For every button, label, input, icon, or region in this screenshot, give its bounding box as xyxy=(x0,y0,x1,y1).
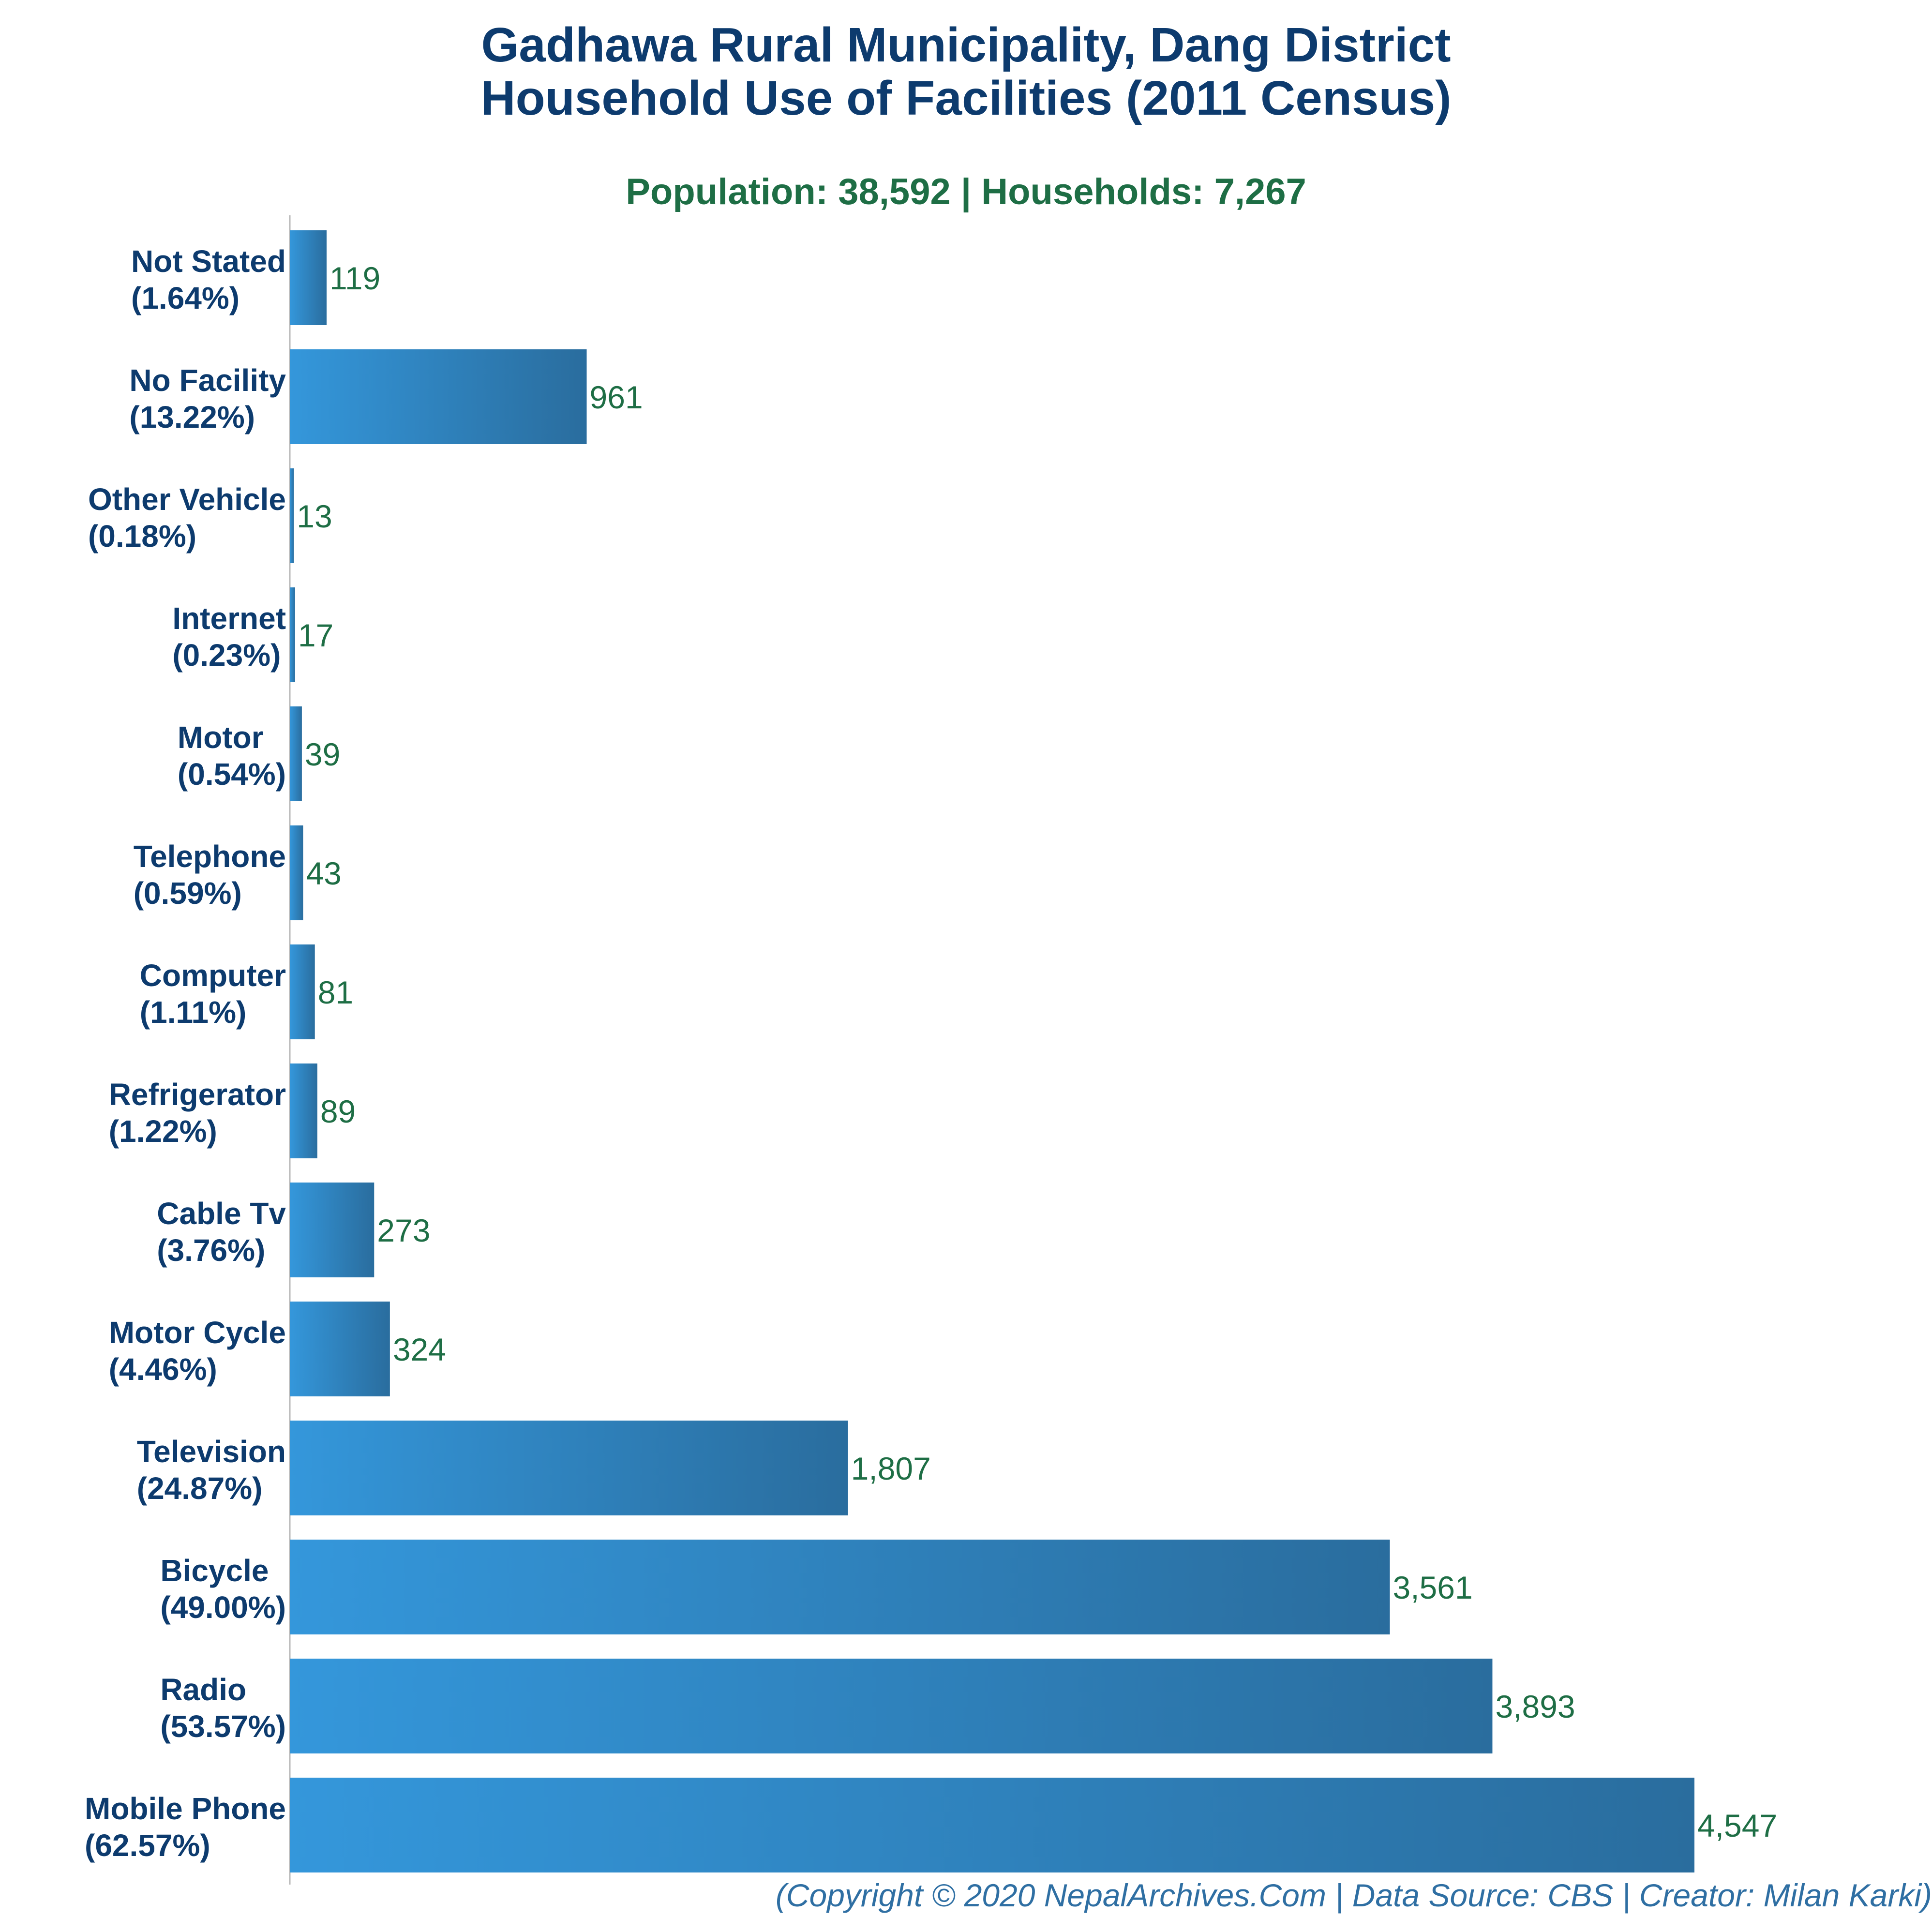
category-percent: (1.64%) xyxy=(131,281,240,315)
value-label-bicycle: 3,561 xyxy=(1393,1570,1472,1605)
category-label-television: Television (24.87%) xyxy=(137,1434,286,1506)
bar-bicycle xyxy=(290,1540,1390,1634)
category-label-computer: Computer (1.11%) xyxy=(140,958,286,1030)
value-label-television: 1,807 xyxy=(851,1451,931,1486)
bars xyxy=(290,230,1694,1872)
category-name: Cable Tv xyxy=(157,1196,286,1231)
category-name: Television xyxy=(137,1434,286,1469)
category-name: Radio xyxy=(160,1672,246,1707)
bar-motor-cycle xyxy=(290,1302,390,1396)
category-percent: (24.87%) xyxy=(137,1471,263,1506)
bar-motor xyxy=(290,706,302,801)
bar-other-vehicle xyxy=(290,468,294,563)
category-percent: (0.18%) xyxy=(88,519,196,554)
category-labels: Not Stated (1.64%) No Facility (13.22%) Othe… xyxy=(85,244,286,1863)
category-percent: (3.76%) xyxy=(157,1233,265,1268)
category-label-telephone: Telephone (0.59%) xyxy=(134,839,286,911)
category-label-no-facility: No Facility (13.22%) xyxy=(129,363,286,434)
chart-title-line-1: Gadhawa Rural Municipality, Dang Distric… xyxy=(481,18,1451,72)
category-name: Internet xyxy=(172,601,286,636)
category-percent: (13.22%) xyxy=(129,400,255,434)
bar-no-facility xyxy=(290,349,587,444)
category-percent: (53.57%) xyxy=(160,1709,286,1744)
bar-computer xyxy=(290,944,315,1039)
bar-radio xyxy=(290,1659,1493,1753)
bar-not-stated xyxy=(290,230,327,325)
category-name: Computer xyxy=(140,958,286,993)
chart-subtitle: Population: 38,592 | Households: 7,267 xyxy=(626,171,1306,212)
category-name: Mobile Phone xyxy=(85,1791,286,1826)
category-label-motor-cycle: Motor Cycle (4.46%) xyxy=(109,1315,286,1387)
value-label-internet: 17 xyxy=(298,617,333,653)
category-label-not-stated: Not Stated (1.64%) xyxy=(131,244,286,315)
bar-internet xyxy=(290,587,295,682)
category-label-radio: Radio (53.57%) xyxy=(160,1672,286,1744)
category-name: No Facility xyxy=(129,363,286,398)
bar-refrigerator xyxy=(290,1063,317,1158)
category-percent: (49.00%) xyxy=(160,1590,286,1625)
bar-mobile-phone xyxy=(290,1778,1694,1872)
category-percent: (0.59%) xyxy=(134,876,242,911)
category-label-refrigerator: Refrigerator (1.22%) xyxy=(109,1077,286,1149)
value-label-not-stated: 119 xyxy=(329,260,380,296)
category-percent: (62.57%) xyxy=(85,1828,210,1863)
category-label-internet: Internet (0.23%) xyxy=(172,601,286,673)
value-label-telephone: 43 xyxy=(306,855,341,891)
bar-cable-tv xyxy=(290,1183,374,1277)
category-label-bicycle: Bicycle (49.00%) xyxy=(160,1553,286,1625)
category-label-motor: Motor (0.54%) xyxy=(178,720,286,792)
category-name: Bicycle xyxy=(160,1553,269,1588)
value-label-other-vehicle: 13 xyxy=(297,498,332,534)
category-percent: (1.11%) xyxy=(140,995,247,1030)
category-percent: (0.54%) xyxy=(178,757,286,792)
category-percent: (4.46%) xyxy=(109,1352,217,1387)
chart-title-line-2: Household Use of Facilities (2011 Census… xyxy=(480,71,1452,125)
category-name: Telephone xyxy=(134,839,286,874)
value-label-motor-cycle: 324 xyxy=(393,1332,446,1367)
bar-telephone xyxy=(290,825,303,920)
category-label-other-vehicle: Other Vehicle (0.18%) xyxy=(88,482,286,554)
category-name: Refrigerator xyxy=(109,1077,286,1112)
category-label-mobile-phone: Mobile Phone (62.57%) xyxy=(85,1791,286,1863)
value-label-refrigerator: 89 xyxy=(320,1093,356,1129)
value-label-motor: 39 xyxy=(305,736,340,772)
category-name: Motor Cycle xyxy=(109,1315,286,1350)
value-label-no-facility: 961 xyxy=(590,379,643,415)
value-labels: 119 961 13 17 39 43 81 89 273 324 1,807 3,561 3,893 4… xyxy=(297,260,1777,1843)
category-name: Other Vehicle xyxy=(88,482,286,517)
category-percent: (0.23%) xyxy=(172,638,281,673)
bar-television xyxy=(290,1421,848,1515)
value-label-cable-tv: 273 xyxy=(377,1213,430,1248)
category-percent: (1.22%) xyxy=(109,1114,217,1149)
category-name: Motor xyxy=(178,720,264,755)
value-label-radio: 3,893 xyxy=(1495,1689,1575,1724)
chart-credit: (Copyright © 2020 NepalArchives.Com | Da… xyxy=(775,1877,1932,1913)
value-label-computer: 81 xyxy=(318,974,353,1010)
value-label-mobile-phone: 4,547 xyxy=(1697,1808,1777,1843)
category-label-cable-tv: Cable Tv (3.76%) xyxy=(157,1196,286,1268)
category-name: Not Stated xyxy=(131,244,286,279)
